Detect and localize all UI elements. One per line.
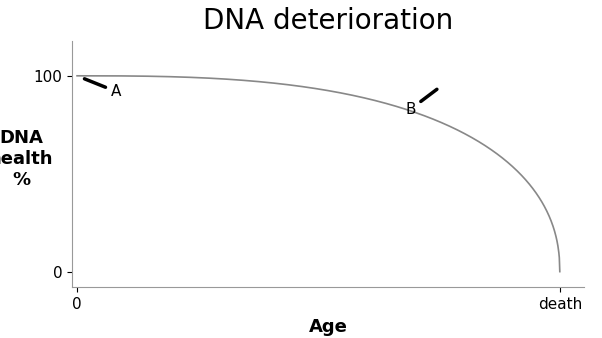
- X-axis label: Age: Age: [309, 318, 347, 336]
- Text: A: A: [84, 79, 121, 99]
- Title: DNA deterioration: DNA deterioration: [203, 7, 453, 35]
- Y-axis label: DNA
health
%: DNA health %: [0, 129, 54, 189]
- Text: B: B: [405, 89, 437, 117]
